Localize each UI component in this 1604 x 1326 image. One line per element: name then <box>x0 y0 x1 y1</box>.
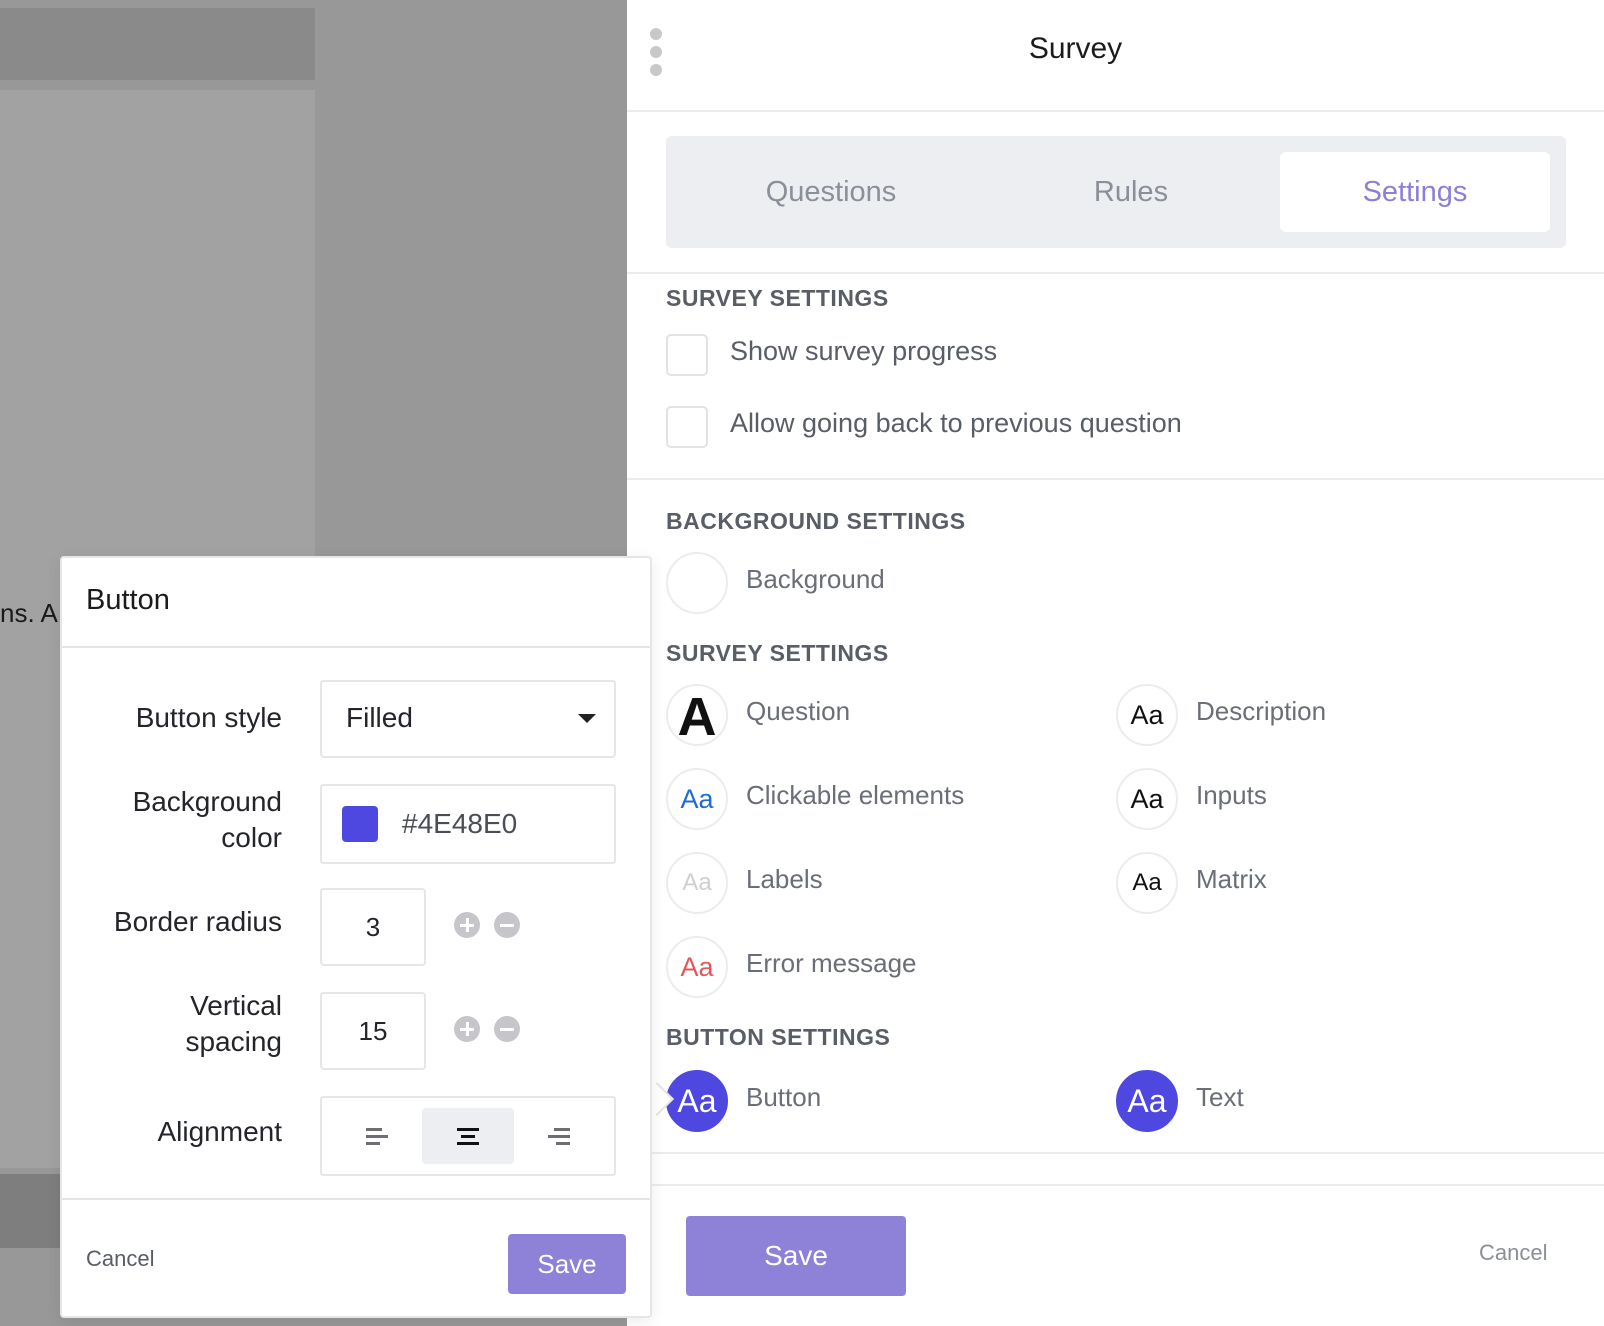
button-settings-heading: BUTTON SETTINGS <box>666 1024 891 1050</box>
tab-rules[interactable]: Rules <box>1093 176 1169 208</box>
text-settings-heading: SURVEY SETTINGS <box>666 640 889 666</box>
background-settings-heading: BACKGROUND SETTINGS <box>666 508 966 534</box>
align-right-icon[interactable] <box>514 1108 606 1164</box>
button-settings-popover: Button Button style Filled Background co… <box>60 556 652 1318</box>
background-option-label: Background <box>746 564 885 594</box>
show-progress-checkbox[interactable] <box>666 334 708 376</box>
allow-back-label: Allow going back to previous question <box>730 408 1182 438</box>
popover-title: Button <box>86 584 170 616</box>
divider <box>649 1152 1604 1154</box>
button-style-circle[interactable]: Aa <box>666 1070 728 1132</box>
vertical-spacing-plus-icon[interactable] <box>454 1016 480 1042</box>
color-hex-value[interactable]: #4E48E0 <box>402 808 518 839</box>
button-style-value: Filled <box>346 702 413 733</box>
align-left-icon[interactable] <box>330 1108 422 1164</box>
border-radius-label: Border radius <box>113 906 282 937</box>
error-style-circle[interactable]: Aa <box>666 936 728 998</box>
align-center-icon[interactable] <box>422 1108 514 1164</box>
inputs-style-circle[interactable]: Aa <box>1116 768 1178 830</box>
tab-bar: Questions Rules Settings <box>666 136 1566 248</box>
popover-cancel-button[interactable]: Cancel <box>86 1246 155 1271</box>
description-style-circle[interactable]: Aa <box>1116 684 1178 746</box>
background-color-circle[interactable] <box>666 552 728 614</box>
button-option-label: Button <box>746 1082 822 1112</box>
error-label: Error message <box>746 948 917 978</box>
background-partial-text: ns. A <box>0 598 58 628</box>
cancel-button[interactable]: Cancel <box>1479 1240 1548 1265</box>
button-style-label: Button style <box>135 702 282 733</box>
background-color-label: Background color <box>132 786 282 853</box>
divider <box>627 478 1604 480</box>
kebab-menu-icon[interactable] <box>650 28 664 80</box>
vertical-spacing-input[interactable]: 15 <box>320 992 426 1070</box>
panel-header: Survey <box>627 0 1604 112</box>
border-radius-minus-icon[interactable] <box>494 912 520 938</box>
tab-settings[interactable]: Settings <box>1280 152 1550 232</box>
alignment-label: Alignment <box>157 1116 282 1147</box>
popover-footer-divider <box>62 1198 650 1200</box>
popover-save-button[interactable]: Save <box>508 1234 626 1294</box>
labels-label: Labels <box>746 864 823 894</box>
color-swatch[interactable] <box>342 806 378 842</box>
matrix-style-circle[interactable]: Aa <box>1116 852 1178 914</box>
inputs-label: Inputs <box>1196 780 1267 810</box>
border-radius-input[interactable]: 3 <box>320 888 426 966</box>
vertical-spacing-label: Vertical spacing <box>185 990 282 1057</box>
caret-down-icon <box>578 714 596 723</box>
divider <box>627 272 1604 274</box>
button-text-style-circle[interactable]: Aa <box>1116 1070 1178 1132</box>
alignment-control <box>320 1096 616 1176</box>
save-button[interactable]: Save <box>686 1216 906 1296</box>
button-style-select[interactable]: Filled <box>320 680 616 758</box>
allow-back-checkbox[interactable] <box>666 406 708 448</box>
show-progress-label: Show survey progress <box>730 336 998 366</box>
survey-settings-heading: SURVEY SETTINGS <box>666 285 889 311</box>
popover-header: Button <box>62 558 650 648</box>
divider <box>649 1184 1604 1186</box>
background-header-bar <box>0 8 315 80</box>
clickable-label: Clickable elements <box>746 780 965 810</box>
question-label: Question <box>746 696 851 726</box>
survey-settings-panel: Survey Questions Rules Settings SURVEY S… <box>627 0 1604 1326</box>
border-radius-plus-icon[interactable] <box>454 912 480 938</box>
vertical-spacing-minus-icon[interactable] <box>494 1016 520 1042</box>
labels-style-circle[interactable]: Aa <box>666 852 728 914</box>
border-radius-value: 3 <box>365 912 381 942</box>
description-label: Description <box>1196 696 1327 726</box>
question-style-circle[interactable]: A <box>666 684 728 747</box>
background-color-field[interactable]: #4E48E0 <box>320 784 616 864</box>
matrix-label: Matrix <box>1196 864 1267 894</box>
panel-title: Survey <box>1028 32 1123 65</box>
tab-questions[interactable]: Questions <box>765 176 897 208</box>
clickable-style-circle[interactable]: Aa <box>666 768 728 830</box>
button-text-option-label: Text <box>1196 1082 1244 1112</box>
vertical-spacing-value: 15 <box>358 1016 388 1046</box>
